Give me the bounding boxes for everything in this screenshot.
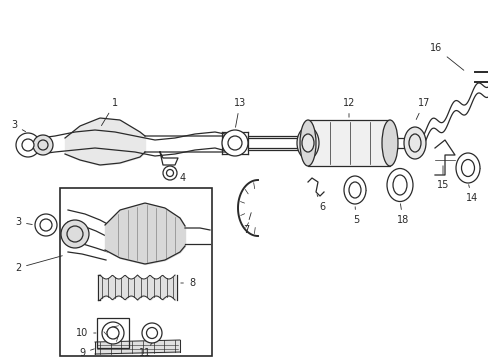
Text: 16: 16 <box>429 43 463 70</box>
Text: 10: 10 <box>76 328 96 338</box>
Circle shape <box>33 135 53 155</box>
Ellipse shape <box>299 120 315 166</box>
Circle shape <box>38 140 48 150</box>
Text: 1: 1 <box>101 98 118 126</box>
Text: 7: 7 <box>243 213 251 235</box>
Circle shape <box>227 136 242 150</box>
Ellipse shape <box>296 127 318 159</box>
Text: 11: 11 <box>139 343 152 358</box>
Text: 8: 8 <box>181 278 195 288</box>
Text: 3: 3 <box>15 217 32 227</box>
Ellipse shape <box>381 120 397 166</box>
Text: 13: 13 <box>233 98 245 127</box>
Text: 17: 17 <box>415 98 429 120</box>
Ellipse shape <box>392 175 406 195</box>
Text: 9: 9 <box>79 348 94 358</box>
Circle shape <box>67 226 83 242</box>
Text: 3: 3 <box>11 120 25 132</box>
Bar <box>97 318 129 348</box>
Ellipse shape <box>408 134 420 152</box>
Ellipse shape <box>343 176 365 204</box>
Text: 5: 5 <box>352 207 358 225</box>
Ellipse shape <box>455 153 479 183</box>
Circle shape <box>163 166 177 180</box>
Text: 4: 4 <box>175 168 185 183</box>
Ellipse shape <box>461 159 473 176</box>
Circle shape <box>40 219 52 231</box>
Ellipse shape <box>348 182 360 198</box>
Circle shape <box>222 130 247 156</box>
Bar <box>307 120 389 166</box>
Circle shape <box>102 322 124 344</box>
Bar <box>60 188 212 356</box>
Text: 2: 2 <box>15 256 62 273</box>
Circle shape <box>107 327 119 339</box>
Text: 12: 12 <box>342 98 354 117</box>
Text: 14: 14 <box>465 185 477 203</box>
Ellipse shape <box>302 134 313 152</box>
Circle shape <box>16 133 40 157</box>
Text: 15: 15 <box>436 166 448 190</box>
Circle shape <box>146 328 157 338</box>
Ellipse shape <box>403 127 425 159</box>
Ellipse shape <box>386 168 412 202</box>
Text: 18: 18 <box>396 204 408 225</box>
Circle shape <box>61 220 89 248</box>
Circle shape <box>22 139 34 151</box>
Circle shape <box>35 214 57 236</box>
Text: 6: 6 <box>316 195 325 212</box>
Circle shape <box>142 323 162 343</box>
Circle shape <box>166 170 173 176</box>
